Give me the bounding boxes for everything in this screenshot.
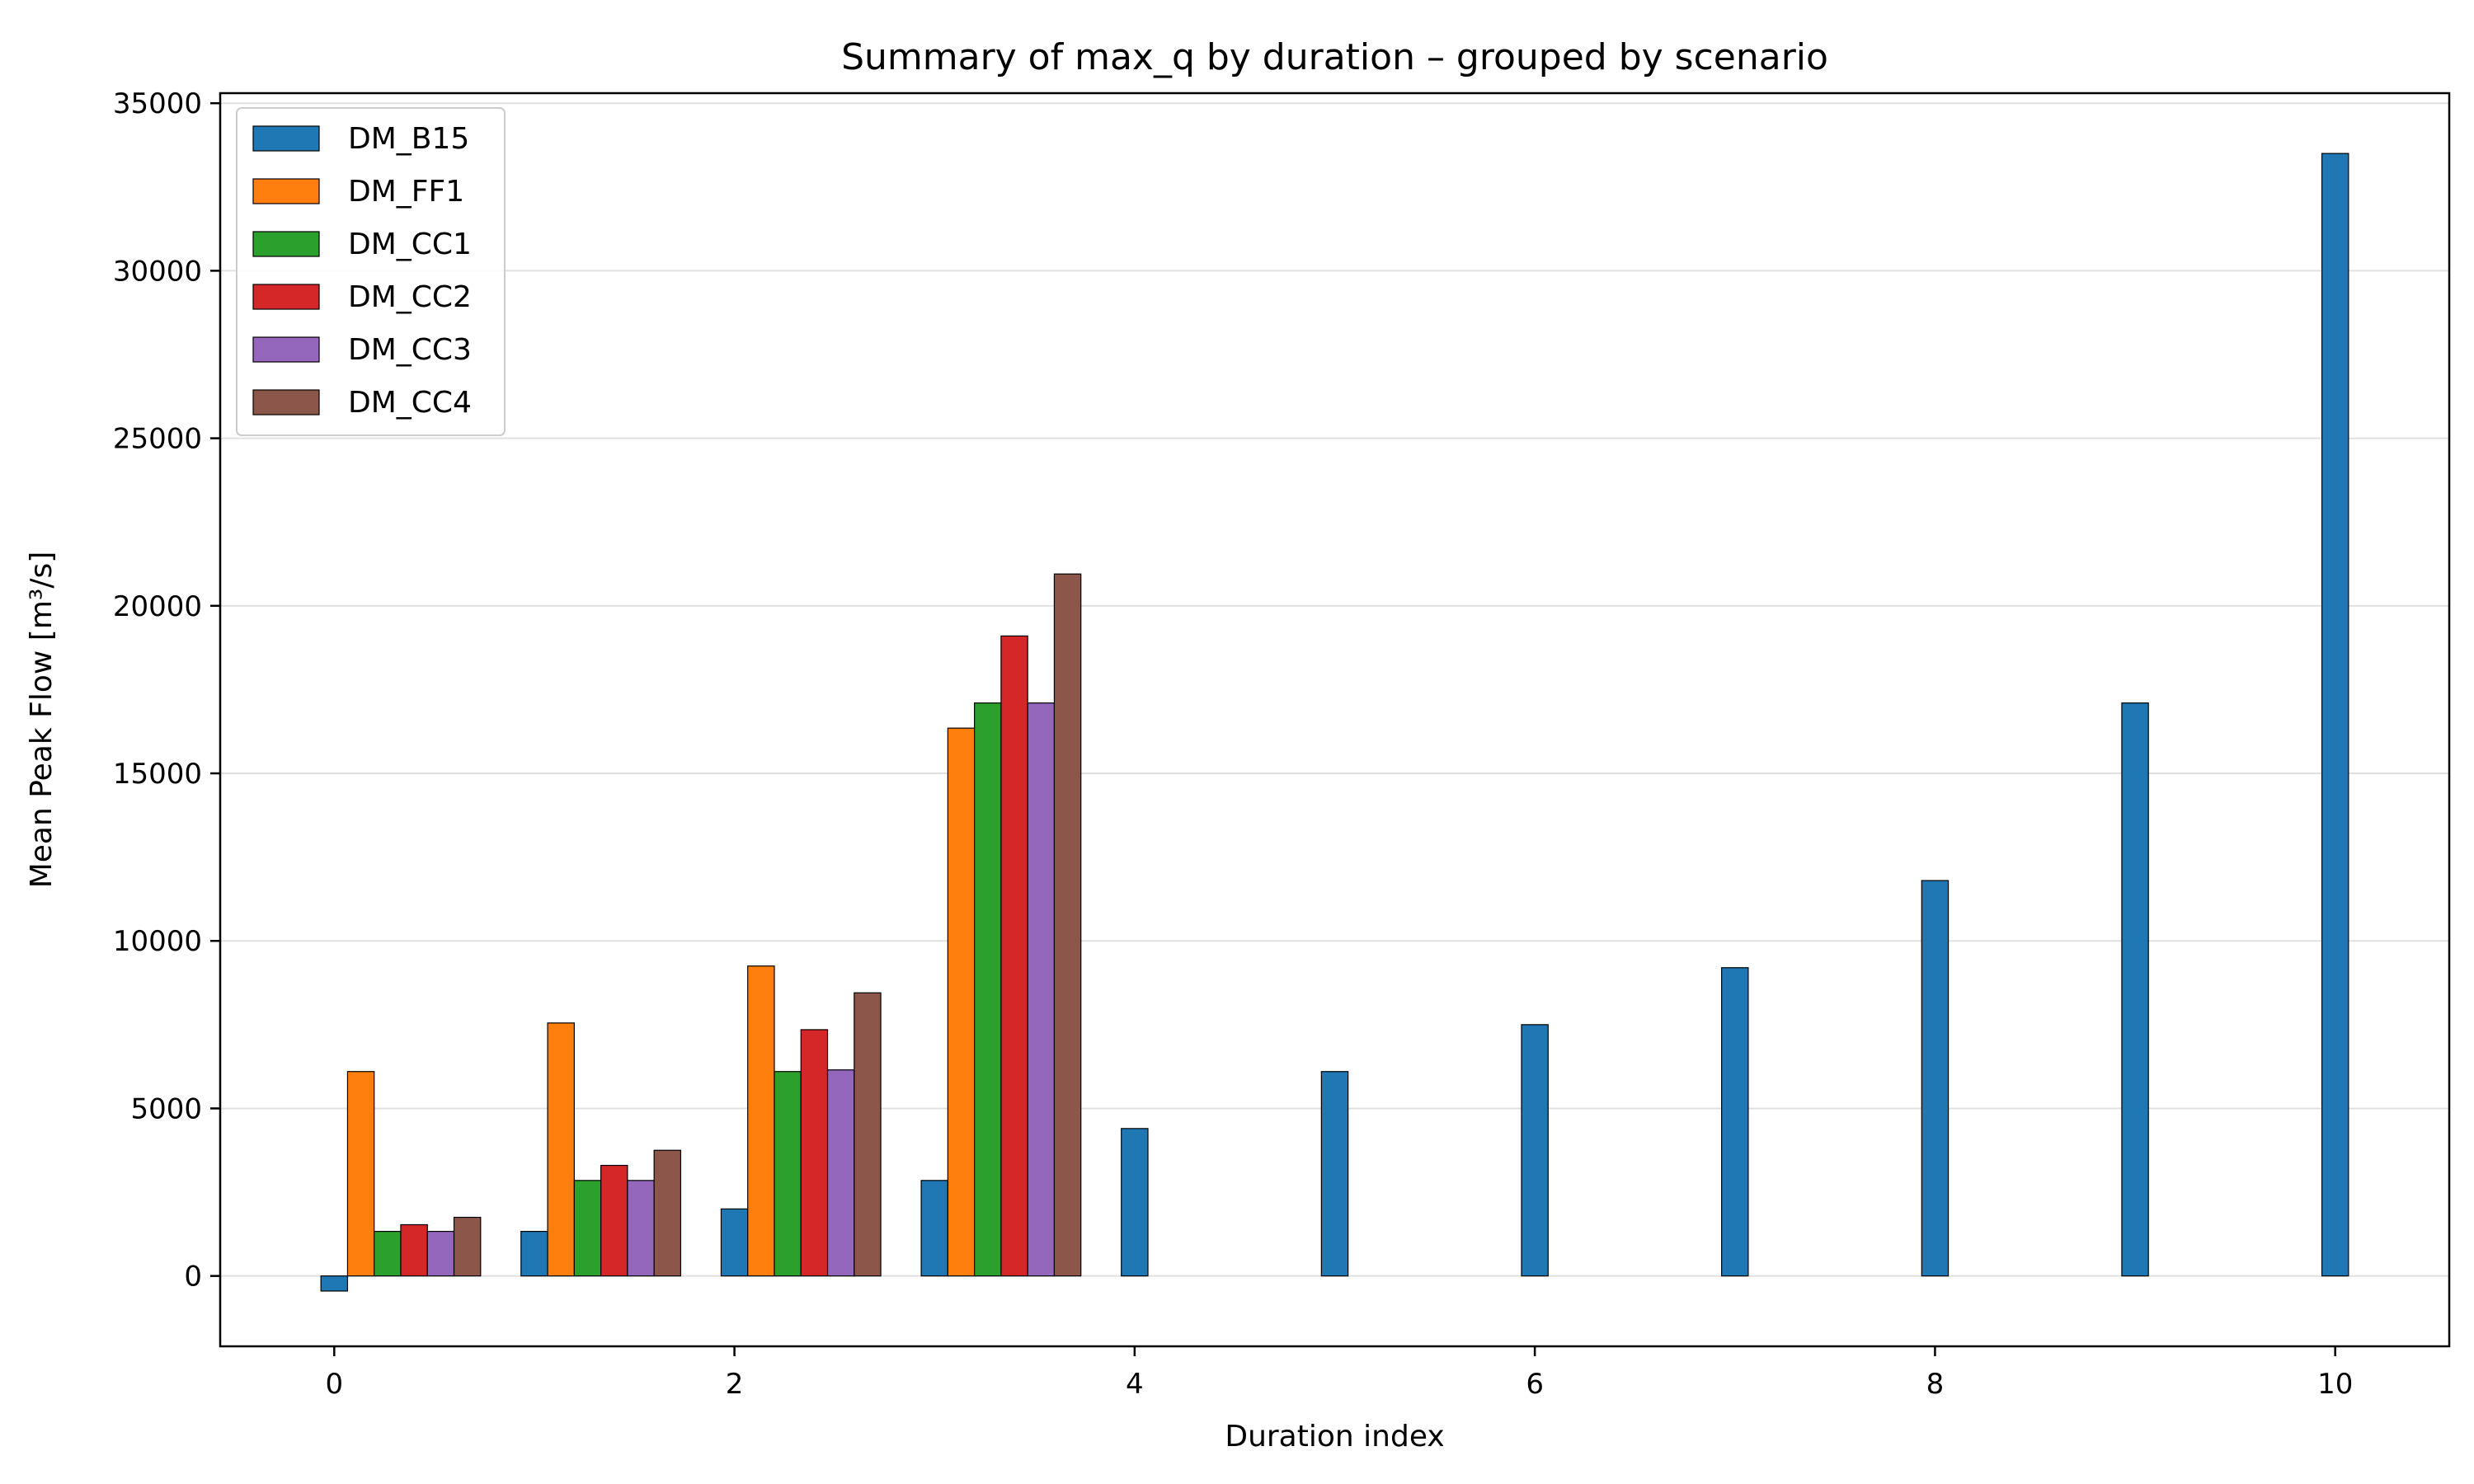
- bar-dm-b15: [1320, 1071, 1349, 1277]
- bar-dm-cc1: [573, 1180, 602, 1277]
- x-tick-label: 0: [325, 1368, 343, 1401]
- y-axis-ticks: 0 5000 10000 15000 20000 25000 30000 35000: [113, 87, 220, 1294]
- bar-dm-cc2: [1000, 635, 1028, 1277]
- bar-dm-cc1: [774, 1071, 802, 1277]
- legend-dm-cc1-label: DM_CC1: [348, 228, 472, 261]
- bar-dm-cc2: [800, 1029, 829, 1277]
- chart-title: Summary of max_q by duration – grouped b…: [841, 36, 1828, 78]
- bar-dm-cc3: [426, 1230, 455, 1277]
- legend-dm-cc2-label: DM_CC2: [348, 280, 472, 314]
- legend-dm-cc3-swatch: [252, 336, 320, 363]
- bar-dm-ff1: [547, 1022, 575, 1277]
- bar-dm-b15: [2121, 702, 2149, 1277]
- y-tick-label: 0: [184, 1261, 202, 1294]
- legend-dm-b15-label: DM_B15: [348, 122, 469, 156]
- x-tick-label: 10: [2317, 1368, 2353, 1401]
- x-tick-label: 6: [1526, 1368, 1544, 1401]
- y-tick-label: 15000: [113, 758, 202, 791]
- x-axis-ticks: 0 2 4 6 8 10: [325, 1346, 2353, 1401]
- legend-dm-b15-swatch: [252, 125, 320, 152]
- bar-dm-cc3: [627, 1180, 655, 1277]
- grid-lines: [220, 102, 2449, 1277]
- x-tick-label: 4: [1126, 1368, 1144, 1401]
- legend-dm-cc1-swatch: [252, 231, 320, 257]
- bar-dm-cc4: [854, 992, 882, 1277]
- bar-dm-b15: [2321, 153, 2349, 1277]
- bar-dm-cc1: [374, 1230, 402, 1277]
- y-tick-label: 20000: [113, 590, 202, 623]
- x-tick-label: 2: [726, 1368, 744, 1401]
- bar-dm-cc4: [1053, 573, 1082, 1277]
- bar-dm-b15: [320, 1275, 349, 1292]
- bar-dm-b15: [920, 1180, 948, 1277]
- bar-dm-b15: [1121, 1128, 1149, 1277]
- legend-dm-ff1-swatch: [252, 178, 320, 204]
- y-axis-label: Mean Peak Flow [m³/s]: [25, 552, 59, 889]
- bar-dm-ff1: [947, 727, 976, 1277]
- legend-dm-cc4-swatch: [252, 389, 320, 416]
- bar-dm-cc3: [826, 1069, 855, 1277]
- bar-dm-b15: [720, 1208, 749, 1277]
- bar-dm-cc2: [600, 1164, 628, 1277]
- legend-dm-ff1-label: DM_FF1: [348, 175, 464, 209]
- bar-dm-b15: [1921, 880, 1950, 1277]
- bar-dm-b15: [520, 1230, 548, 1277]
- bar-dm-cc4: [453, 1216, 482, 1277]
- legend-dm-cc2-swatch: [252, 284, 320, 310]
- y-tick-label: 35000: [113, 87, 202, 120]
- x-axis-label: Duration index: [1225, 1420, 1444, 1453]
- y-tick-label: 5000: [130, 1092, 202, 1125]
- bar-dm-cc3: [1027, 702, 1056, 1277]
- legend: DM_B15 DM_FF1 DM_CC1 DM_CC2 DM_CC3 DM_CC4: [236, 107, 506, 436]
- bar-dm-cc2: [400, 1223, 428, 1277]
- legend-dm-cc3-label: DM_CC3: [348, 333, 472, 367]
- bars: [320, 153, 2349, 1292]
- bar-dm-ff1: [346, 1071, 375, 1277]
- y-tick-label: 25000: [113, 423, 202, 456]
- legend-dm-cc4-label: DM_CC4: [348, 386, 472, 420]
- bar-dm-ff1: [747, 965, 775, 1277]
- plot-frame: [219, 92, 2451, 1348]
- bar-dm-cc4: [653, 1149, 682, 1277]
- bar-dm-cc1: [974, 702, 1002, 1277]
- y-tick-label: 10000: [113, 925, 202, 958]
- y-tick-label: 30000: [113, 255, 202, 288]
- x-tick-label: 8: [1926, 1368, 1945, 1401]
- bar-dm-b15: [1521, 1024, 1549, 1277]
- bar-dm-b15: [1721, 967, 1749, 1277]
